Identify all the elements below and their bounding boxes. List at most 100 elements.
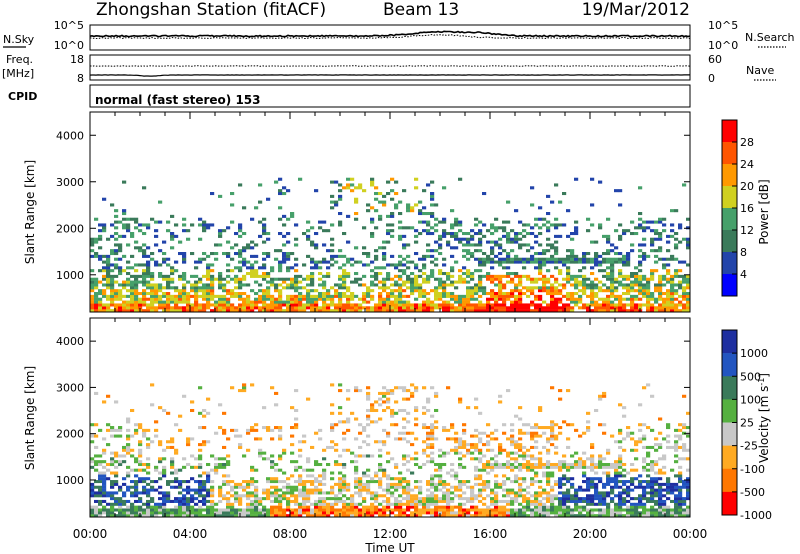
- heatmap-cell: [106, 277, 111, 281]
- heatmap-cell: [498, 292, 503, 296]
- cpid-label: CPID: [8, 90, 37, 103]
- heatmap-cell: [102, 274, 107, 278]
- heatmap-cell: [518, 220, 523, 224]
- heatmap-cell: [586, 485, 591, 489]
- heatmap-cell: [126, 303, 131, 307]
- heatmap-cell: [126, 229, 131, 233]
- heatmap-cell: [126, 443, 131, 447]
- heatmap-cell: [650, 394, 655, 398]
- heatmap-cell: [282, 494, 287, 498]
- heatmap-cell: [150, 272, 155, 276]
- heatmap-cell: [534, 297, 539, 301]
- heatmap-cell: [98, 234, 103, 238]
- heatmap-cell: [294, 480, 299, 484]
- heatmap-cell: [594, 309, 599, 313]
- heatmap-cell: [638, 423, 643, 427]
- heatmap-cell: [254, 423, 259, 427]
- heatmap-cell: [318, 272, 323, 276]
- heatmap-cell: [378, 294, 383, 298]
- heatmap-cell: [574, 428, 579, 432]
- heatmap-cell: [606, 502, 611, 506]
- heatmap-cell: [458, 482, 463, 486]
- heatmap-cell: [354, 491, 359, 495]
- heatmap-cell: [638, 511, 643, 515]
- heatmap-cell: [326, 309, 331, 313]
- heatmap-cell: [270, 499, 275, 503]
- heatmap-cell: [318, 220, 323, 224]
- heatmap-cell: [606, 491, 611, 495]
- heatmap-cell: [678, 260, 683, 264]
- heatmap-cell: [158, 303, 163, 307]
- heatmap-cell: [246, 491, 251, 495]
- heatmap-cell: [650, 303, 655, 307]
- heatmap-cell: [210, 499, 215, 503]
- heatmap-cell: [222, 428, 227, 432]
- heatmap-cell: [354, 417, 359, 421]
- heatmap-cell: [234, 286, 239, 290]
- heatmap-cell: [242, 232, 247, 236]
- heatmap-cell: [622, 462, 627, 467]
- heatmap-cell: [374, 209, 379, 213]
- heatmap-cell: [398, 254, 403, 258]
- heatmap-cell: [530, 465, 535, 469]
- heatmap-cell: [494, 254, 499, 258]
- heatmap-cell: [622, 406, 627, 410]
- heatmap-cell: [170, 286, 175, 290]
- heatmap-cell: [518, 406, 523, 410]
- heatmap-cell: [102, 465, 107, 469]
- heatmap-cell: [562, 514, 567, 518]
- heatmap-cell: [586, 257, 591, 261]
- heatmap-cell: [446, 497, 451, 501]
- heatmap-cell: [514, 297, 519, 301]
- heatmap-cell: [534, 511, 539, 515]
- heatmap-cell: [678, 474, 683, 478]
- heatmap-cell: [234, 309, 239, 313]
- heatmap-cell: [482, 488, 487, 492]
- heatmap-cell: [338, 300, 343, 304]
- heatmap-cell: [526, 465, 531, 469]
- heatmap-cell: [618, 223, 623, 227]
- heatmap-cell: [610, 294, 615, 298]
- heatmap-cell: [350, 189, 355, 193]
- heatmap-cell: [542, 289, 547, 293]
- heatmap-cell: [146, 309, 151, 313]
- heatmap-cell: [446, 508, 451, 512]
- heatmap-cell: [410, 309, 415, 313]
- heatmap-cell: [658, 488, 663, 492]
- heatmap-cell: [626, 303, 631, 307]
- y-tick-label: 3000: [56, 381, 84, 394]
- heatmap-cell: [218, 457, 223, 461]
- heatmap-cell: [182, 499, 187, 503]
- heatmap-cell: [526, 286, 531, 290]
- heatmap-cell: [526, 448, 531, 452]
- heatmap-cell: [198, 237, 203, 241]
- heatmap-cell: [226, 263, 231, 267]
- heatmap-cell: [582, 260, 587, 264]
- heatmap-cell: [438, 448, 443, 452]
- heatmap-cell: [626, 508, 631, 512]
- heatmap-cell: [566, 508, 571, 512]
- heatmap-cell: [198, 443, 203, 447]
- heatmap-cell: [554, 292, 559, 296]
- heatmap-cell: [302, 488, 307, 492]
- heatmap-cell: [162, 257, 167, 261]
- heatmap-cell: [302, 297, 307, 301]
- heatmap-cell: [562, 257, 567, 261]
- heatmap-cell: [94, 286, 99, 290]
- heatmap-cell: [122, 286, 127, 290]
- heatmap-cell: [330, 491, 335, 495]
- heatmap-cell: [530, 511, 535, 515]
- heatmap-cell: [586, 426, 591, 430]
- heatmap-cell: [178, 508, 183, 512]
- heatmap-cell: [430, 414, 435, 418]
- heatmap-cell: [370, 309, 375, 313]
- power-colorbar-title: Power [dB]: [757, 179, 771, 244]
- heatmap-cell: [178, 505, 183, 509]
- heatmap-cell: [98, 254, 103, 258]
- heatmap-cell: [566, 274, 571, 278]
- heatmap-cell: [182, 457, 187, 461]
- heatmap-cell: [158, 440, 163, 444]
- heatmap-cell: [530, 462, 535, 467]
- heatmap-cell: [222, 294, 227, 298]
- heatmap-cell: [146, 508, 151, 512]
